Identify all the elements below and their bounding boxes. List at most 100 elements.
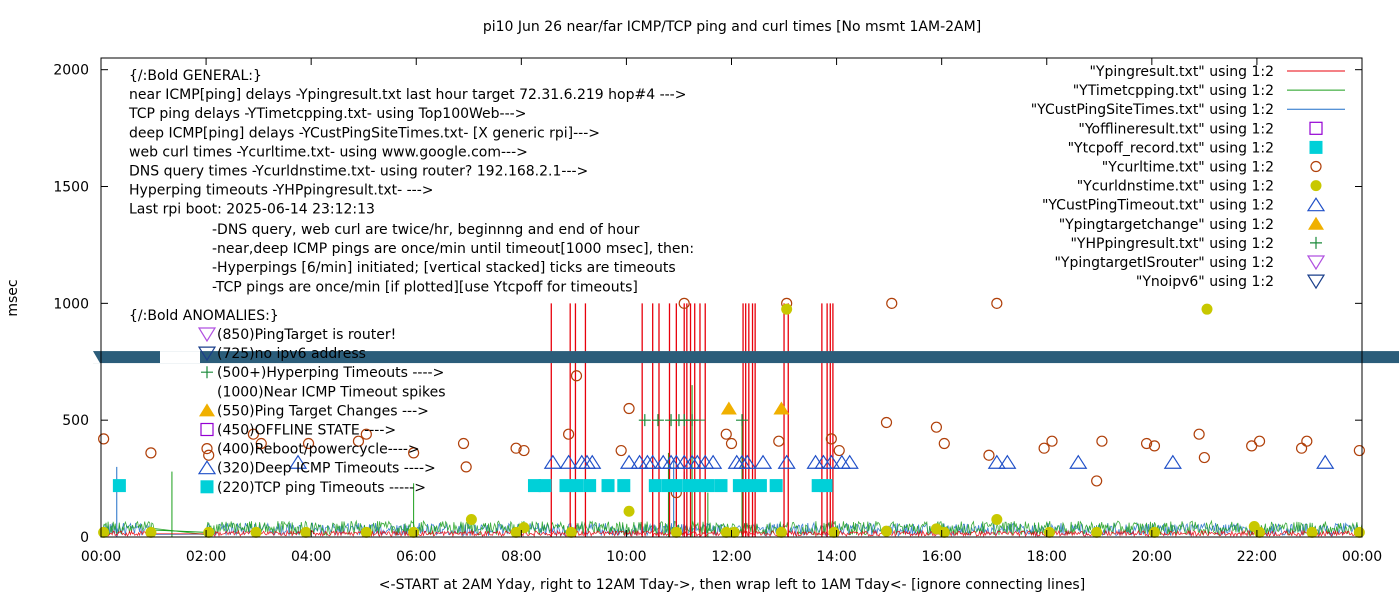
x-tick-label-2: 04:00 (291, 549, 331, 565)
x-tick-label-6: 12:00 (711, 549, 751, 565)
ycurltime-point-38 (1198, 451, 1210, 464)
ypingtargetchange-point-0 (720, 401, 737, 415)
ycurltime-point-0 (98, 433, 110, 445)
legend-ycustpingtimeout-label: "YCustPingTimeout.txt" using 1:2 (1042, 198, 1274, 214)
general-annotation-4: web curl times -Ycurltime.txt- using www… (129, 144, 528, 160)
anomaly-marker-4 (199, 403, 215, 417)
ycurldnstime-point-20 (938, 526, 950, 538)
note-annotation-2: -Hyperpings [6/min] initiated; [vertical… (212, 260, 676, 276)
general-annotation-0: {/:Bold GENERAL:} (129, 68, 262, 84)
ycurltime-point-24 (833, 444, 845, 457)
ycurldnstime-point-25 (1201, 303, 1213, 315)
ycurltime-point-28 (938, 437, 950, 450)
ycustpingtimeout-point-8 (643, 454, 662, 469)
ycurldnstime-point-27 (1254, 526, 1266, 538)
ycurltime-point-14 (570, 370, 583, 382)
x-tick-label-12: 00:00 (1342, 549, 1382, 565)
ycurldnstime-point-6 (408, 526, 420, 538)
axes: 0 500 1000 1500 2000 00:00 02:00 04:00 06:00 08:0… (53, 57, 1382, 565)
legend-ycustpingtimeout-sample (1306, 197, 1326, 212)
ycurldnstime-point-13 (720, 526, 732, 538)
ycustpingtimeout-point-29 (1069, 454, 1088, 469)
ytcpoff-record-point-8 (648, 479, 662, 493)
ytcpoff-record-point-5 (583, 479, 597, 493)
gap-connector (153, 529, 207, 533)
ycurltime-point-32 (1046, 435, 1058, 447)
anomaly-label-0: (850)PingTarget is router! (217, 327, 396, 343)
general-annotation-6: Hyperping timeouts -YHPpingresult.txt- -… (129, 183, 434, 199)
y-tick-label-2: 1000 (53, 296, 89, 312)
ycurltime-point-9 (460, 461, 472, 473)
series-ypingresult (100, 529, 1363, 538)
anomaly-label-5: (450)OFFLINE STATE ----> (217, 423, 396, 439)
ytcpoff-record-point-17 (753, 479, 767, 493)
ycurltime-point-33 (1091, 475, 1103, 487)
ytcpoff-record-point-2 (538, 479, 552, 493)
x-axis-label: <-START at 2AM Yday, right to 12AM Tday-… (379, 577, 1085, 593)
ypingtargetchange-point-1 (773, 401, 790, 415)
ycurldnstime-point-22 (1043, 526, 1055, 538)
noipv6-band-gap (160, 351, 200, 364)
general-annotation-5: DNS query times -Ycurldnstime.txt- using… (129, 164, 588, 180)
ycurltime-point-11 (510, 442, 522, 454)
ycustpingtimeout-point-30 (1163, 454, 1182, 469)
ytcpoff-record-point-12 (690, 479, 704, 493)
ycurldnstime-point-1 (145, 526, 157, 538)
ycurltime-point-3 (247, 428, 259, 440)
ycurltime-point-13 (563, 428, 575, 440)
ycurldnstime-point-17 (828, 526, 840, 538)
ycustpingtimeout-point-19 (738, 454, 757, 469)
ycurldnstime-point-29 (1353, 526, 1365, 538)
legend-ynoipv6-sample (1306, 274, 1326, 290)
y-tick-label-4: 2000 (53, 63, 89, 79)
ycurldnstime-point-3 (250, 526, 262, 538)
ycustpingtimeout-point-4 (583, 454, 602, 469)
ycurldnstime-point-18 (880, 525, 892, 537)
ycurltime-point-29 (983, 449, 995, 461)
legend-ynoipv6-label: "Ynoipv6" using 1:2 (1136, 274, 1274, 290)
ycurltime-point-18 (678, 297, 690, 309)
y-tick-label-3: 1500 (53, 180, 89, 196)
ycurltime-point-26 (886, 297, 898, 309)
ytcpoff-record-point-4 (570, 479, 584, 493)
plot-area (93, 297, 1399, 538)
anomaly-label-2: (500+)Hyperping Timeouts ----> (217, 365, 444, 381)
ytcpoff-record-point-10 (669, 479, 683, 493)
legend: "Ypingresult.txt" using 1:2 "YTimetcpping… (1031, 64, 1345, 290)
ycurltime-point-27 (930, 421, 943, 433)
ytcpoff-record-point-7 (617, 479, 631, 493)
legend-yhppingresult-sample (1310, 236, 1322, 249)
legend-ycurltime-sample (1310, 160, 1322, 173)
ycurltime-point-43 (1353, 444, 1365, 457)
note-annotation-0: -DNS query, web curl are twice/hr, begin… (212, 222, 640, 238)
ycurltime-point-1 (145, 447, 157, 459)
noipv6-band (93, 351, 1399, 364)
legend-ytcpoff-record-sample (1309, 140, 1323, 154)
anomaly-label-7: (320)Deep ICMP Timeouts ----> (217, 461, 436, 477)
legend-yofflineresult-sample (1309, 121, 1323, 135)
ycurldnstime-point-28 (1306, 526, 1318, 538)
ycustpingtimeout-point-0 (543, 454, 562, 469)
ytcpoff-record-point-1 (527, 479, 541, 493)
anomaly-label-3: (1000)Near ICMP Timeout spikes (217, 384, 446, 400)
ycurldnstime-point-23 (1091, 526, 1103, 538)
anomaly-marker-6 (201, 443, 213, 455)
legend-yhppingresult-label: "YHPpingresult.txt" using 1:2 (1070, 236, 1274, 252)
y-tick-label-1: 500 (62, 413, 89, 429)
ycurltime-point-2 (203, 449, 215, 461)
band-notch-left (93, 351, 100, 364)
legend-ytcpoff-record-label: "Ytcpoff_record.txt" using 1:2 (1068, 140, 1274, 156)
x-tick-label-5: 10:00 (606, 549, 646, 565)
ycurltime-point-37 (1193, 428, 1205, 440)
x-tick-label-3: 06:00 (396, 549, 436, 565)
anomaly-marker-2 (201, 366, 213, 379)
legend-ytimetcpping-label: "YTimetcpping.txt" using 1:2 (1073, 83, 1274, 99)
ytcpoff-record-point-14 (714, 479, 728, 493)
ycurldnstime-point-12 (670, 526, 682, 538)
anomaly-marker-1 (197, 346, 217, 362)
note-annotation-3: -TCP pings are once/min [if plotted][use… (212, 279, 638, 295)
ycustpingtimeout-point-31 (1316, 454, 1335, 469)
ycustpingtimeout-point-27 (987, 454, 1006, 469)
x-tick-label-9: 18:00 (1027, 549, 1067, 565)
